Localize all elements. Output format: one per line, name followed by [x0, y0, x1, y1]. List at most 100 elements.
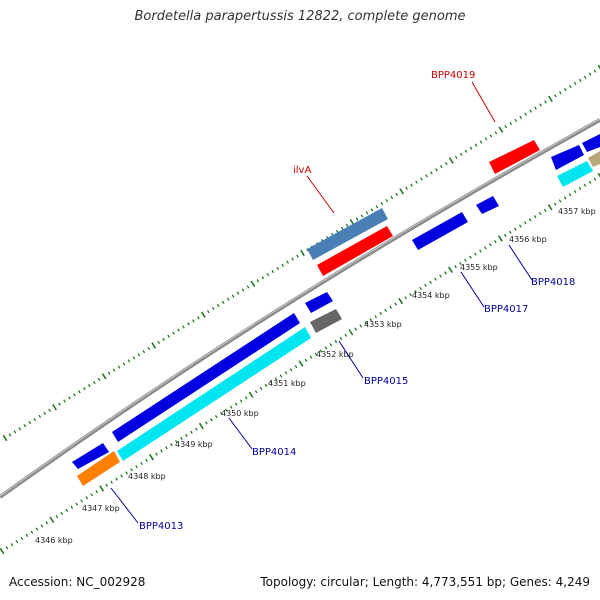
minor-tick [558, 91, 562, 95]
minor-tick [444, 161, 448, 166]
major-tick [497, 235, 503, 242]
minor-tick [289, 368, 293, 372]
minor-tick [226, 297, 230, 301]
gene-label-bpp4019[interactable]: BPP4019 [431, 70, 475, 81]
reverse-strand-genes [77, 161, 593, 486]
major-tick [398, 297, 404, 305]
minor-tick [254, 390, 258, 394]
minor-tick [246, 285, 250, 289]
minor-tick [409, 293, 412, 297]
minor-tick [469, 146, 473, 150]
minor-tick [479, 249, 482, 253]
minor-tick [474, 143, 478, 147]
minor-tick [43, 411, 47, 415]
minor-tick [204, 421, 208, 425]
minor-tick [180, 436, 183, 441]
gene-bpp4013[interactable] [77, 451, 120, 486]
gene-right-edge-b[interactable] [582, 134, 600, 152]
minor-tick [379, 311, 383, 316]
minor-tick [38, 414, 42, 419]
gene-ilva-partner[interactable] [317, 226, 393, 276]
minor-tick [345, 223, 349, 227]
major-tick [448, 266, 453, 273]
minor-tick [165, 446, 168, 450]
minor-tick [563, 87, 567, 92]
gene-label-bpp4014[interactable]: BPP4014 [252, 447, 296, 458]
minor-tick [489, 243, 492, 247]
minor-tick [107, 371, 111, 375]
gene-bpp4017-fwd[interactable] [412, 212, 468, 250]
tick-label: 4353 kbp [364, 320, 402, 329]
gene-bpp4014[interactable] [117, 327, 311, 461]
minor-tick [25, 533, 29, 537]
minor-tick [197, 316, 200, 320]
minor-tick [264, 383, 268, 387]
gene-bpp4015-fwd[interactable] [305, 292, 333, 313]
minor-tick [439, 165, 443, 169]
gene-label-bpp4015[interactable]: BPP4015 [364, 376, 408, 387]
minor-tick [95, 490, 99, 494]
gene-label-bpp4013[interactable]: BPP4013 [139, 521, 183, 532]
gene-label-ilva[interactable]: ilvA [293, 165, 311, 176]
gene-bpp4019[interactable] [489, 140, 540, 174]
major-tick [547, 204, 553, 211]
minor-tick [259, 386, 263, 391]
minor-tick [85, 496, 89, 500]
minor-tick [271, 269, 275, 274]
minor-tick [553, 202, 557, 206]
minor-tick [583, 183, 587, 187]
tick-label: 4351 kbp [268, 379, 306, 388]
gene-right-edge-tan[interactable] [588, 151, 600, 167]
gene-label-bpp4018[interactable]: BPP4018 [531, 277, 575, 288]
genome-backbone [0, 118, 600, 499]
gene-ilva[interactable] [307, 208, 388, 260]
minor-tick [80, 499, 84, 503]
minor-tick [216, 303, 220, 308]
minor-tick [239, 399, 243, 403]
gene-right-edge-cyan[interactable] [557, 161, 593, 187]
inner-tick-ring [0, 172, 600, 555]
minor-tick [23, 424, 27, 428]
minor-tick [172, 331, 175, 335]
gene-bpp4014-fwd[interactable] [112, 313, 300, 442]
minor-tick [324, 346, 328, 350]
minor-tick [568, 84, 572, 89]
gene-bpp4015[interactable] [310, 309, 342, 333]
minor-tick [544, 100, 547, 104]
minor-tick [40, 524, 44, 528]
minor-tick [370, 208, 374, 212]
minor-tick [241, 288, 245, 292]
minor-tick [538, 211, 542, 216]
minor-tick [256, 279, 260, 283]
minor-tick [459, 261, 462, 266]
minor-tick [112, 368, 116, 372]
gene-bpp4013-adjacent[interactable] [72, 443, 109, 469]
minor-tick [78, 390, 81, 394]
minor-tick [219, 411, 223, 416]
gene-right-edge-a[interactable] [551, 145, 584, 170]
minor-tick [419, 286, 422, 291]
minor-tick [394, 302, 398, 306]
minor-tick [528, 218, 532, 222]
minor-tick [234, 402, 238, 406]
minor-tick [309, 355, 313, 359]
minor-tick [405, 186, 408, 190]
gene-bpp4018-fwd[interactable] [476, 196, 499, 214]
minor-tick [155, 452, 158, 456]
major-tick [548, 95, 553, 103]
minor-tick [33, 417, 37, 422]
minor-tick [404, 296, 407, 300]
minor-tick [195, 427, 198, 431]
minor-tick [319, 349, 323, 353]
minor-tick [214, 415, 218, 419]
gene-label-bpp4017[interactable]: BPP4017 [484, 304, 528, 315]
minor-tick [573, 190, 577, 194]
minor-tick [390, 195, 394, 200]
minor-tick [359, 324, 363, 328]
major-tick [151, 342, 157, 349]
minor-tick [533, 215, 537, 219]
minor-tick [147, 346, 151, 351]
minor-tick [573, 81, 577, 86]
minor-tick [329, 343, 333, 347]
